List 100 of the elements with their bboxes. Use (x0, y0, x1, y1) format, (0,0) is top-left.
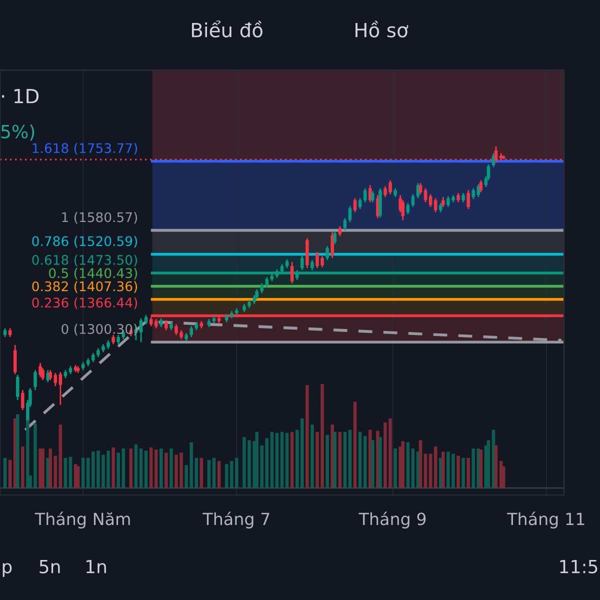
candlestick (13, 344, 17, 375)
candlestick (462, 192, 465, 203)
text: Hồ sơ (356, 20, 408, 38)
bar (139, 448, 143, 488)
text: Biểu đồ (192, 20, 262, 38)
candlestick (260, 282, 264, 294)
ref-line-label: 0.5 (1440.43) (49, 268, 138, 280)
candlestick (265, 276, 269, 288)
bar (280, 432, 284, 488)
bar (371, 440, 374, 488)
candlestick (330, 231, 334, 259)
ref-line-label: 0.786 (1520.59) (32, 236, 138, 248)
candlestick (92, 352, 95, 363)
bar (358, 432, 362, 488)
bar (81, 458, 85, 488)
bar (424, 454, 428, 488)
bar (378, 437, 382, 488)
bar (290, 432, 294, 488)
bar (217, 460, 221, 488)
bar (462, 458, 465, 488)
candlestick (48, 369, 52, 381)
candlestick (16, 374, 20, 401)
bar (41, 448, 44, 488)
bar (401, 441, 404, 488)
bar (207, 460, 211, 488)
bar (112, 447, 115, 488)
bar (285, 432, 289, 488)
text: 11:5 (560, 560, 598, 574)
candlestick (343, 217, 347, 231)
bar (486, 440, 490, 488)
bar (406, 442, 410, 488)
candlestick (358, 198, 362, 210)
candlestick (58, 371, 62, 406)
candlestick (38, 362, 42, 378)
candlestick (190, 326, 193, 338)
bar (194, 458, 198, 488)
bar (212, 458, 216, 488)
bar (170, 448, 173, 488)
bar (494, 445, 498, 488)
bar (164, 452, 168, 488)
candlestick (456, 192, 460, 203)
ref-line-label: 0.382 (1407.36) (32, 281, 138, 293)
ref-line-label: 1 (1580.57) (62, 212, 138, 224)
bar (54, 456, 58, 488)
bar (265, 438, 269, 488)
candlestick (466, 190, 470, 210)
ref-line-label: 0.618 (1473.50) (32, 254, 138, 266)
candlestick (434, 198, 438, 213)
bar (466, 458, 470, 488)
candlestick (34, 369, 37, 391)
candlestick (290, 261, 294, 284)
candlestick (41, 367, 44, 381)
x-tick-label: Tháng Năm (34, 512, 130, 528)
bar (479, 450, 483, 488)
x-tick-label: Tháng 11 (507, 512, 584, 528)
bar (428, 454, 432, 488)
candlestick (333, 230, 337, 245)
bar (134, 444, 138, 488)
bar (200, 458, 204, 488)
bar (310, 424, 314, 488)
bar (224, 464, 228, 488)
annotation: 5%) (1, 124, 34, 141)
bar (68, 456, 72, 488)
bar (306, 385, 309, 488)
candlestick (54, 372, 58, 387)
bar (16, 414, 20, 488)
bar (456, 456, 460, 488)
text: 5n (40, 560, 60, 574)
bar (48, 448, 52, 488)
candlestick (21, 389, 24, 411)
candlestick (154, 318, 158, 329)
candlestick (411, 194, 415, 208)
bar (154, 450, 158, 488)
bar (76, 466, 80, 488)
annotation: · 1D (2, 88, 39, 104)
bar (338, 432, 342, 488)
bar (353, 402, 357, 488)
bar (363, 436, 367, 488)
bar (21, 446, 24, 488)
bar (434, 446, 438, 488)
candlestick (353, 198, 357, 213)
bar (149, 447, 153, 488)
candlestick (144, 314, 148, 325)
candlestick (371, 190, 374, 203)
bar (58, 424, 62, 488)
candlestick (164, 320, 168, 331)
bar (64, 458, 68, 488)
candlestick (112, 334, 115, 345)
x-tick-label: Tháng 7 (202, 512, 270, 528)
bar (472, 448, 475, 488)
candlestick (472, 188, 475, 200)
bar (3, 458, 7, 488)
bar (333, 432, 337, 488)
candlestick (348, 206, 352, 223)
candlestick (116, 334, 120, 345)
candlestick (438, 202, 442, 213)
bar (8, 460, 12, 488)
ref-line-label: 1.618 (1753.77) (32, 142, 138, 155)
bar (129, 448, 133, 488)
bar (442, 452, 445, 488)
